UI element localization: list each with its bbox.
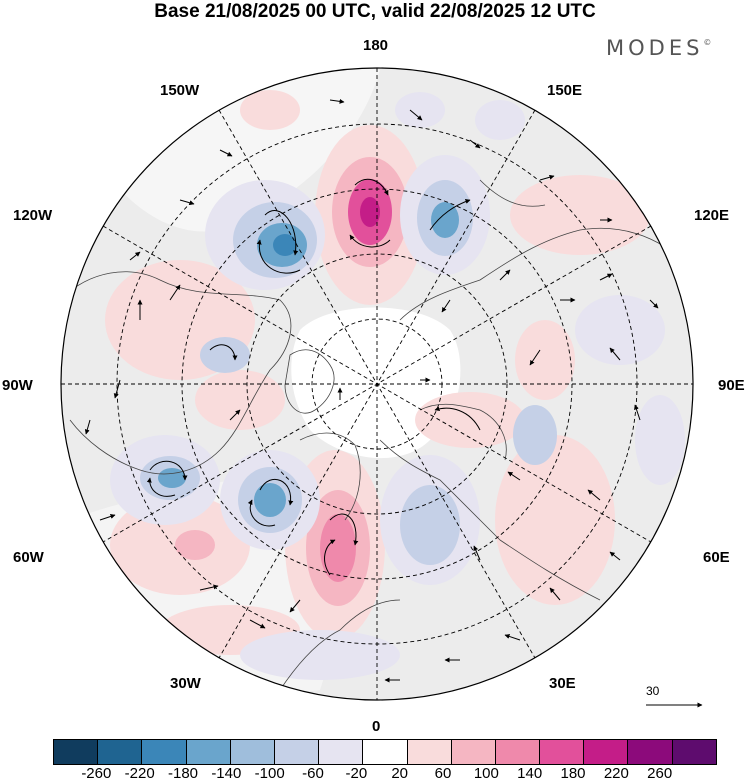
graticule: [61, 68, 693, 700]
colorbar-tick-label: -100: [254, 765, 285, 782]
wind-vectors: [84, 98, 659, 683]
colorbar-ticks: -260 -220 -180 -140 -100 -60 -20 20 60 100 140 180 2…: [53, 765, 703, 783]
colorbar-tick-label: 260: [647, 765, 673, 782]
colorbar-tick-label: 20: [391, 765, 408, 782]
reference-vector-label: 30: [646, 684, 660, 698]
modes-logo: MODES©: [606, 36, 711, 60]
lon-label-180: 180: [363, 37, 389, 54]
colorbar: [53, 739, 717, 765]
colorbar-tick-label: -60: [302, 765, 324, 782]
colorbar-swatch: [362, 740, 407, 764]
colorbar-tick-label: 60: [434, 765, 452, 782]
lon-label-90e: 90E: [718, 377, 745, 394]
lon-label-150e: 150E: [547, 82, 583, 99]
colorbar-swatch: [539, 740, 584, 764]
colorbar-swatch: [450, 740, 495, 764]
copyright-mark: ©: [703, 38, 712, 47]
colorbar-swatch: [671, 740, 716, 764]
colorbar-swatch: [627, 740, 672, 764]
colorbar-tick-label: -20: [345, 765, 368, 782]
lon-label-0: 0: [372, 718, 381, 735]
colorbar-swatch: [229, 740, 274, 764]
lon-label-60w: 60W: [13, 549, 44, 566]
lon-label-150w: 150W: [160, 82, 200, 99]
colorbar-tick-label: -260: [81, 765, 112, 782]
lon-label-60e: 60E: [703, 549, 730, 566]
lon-label-30w: 30W: [170, 675, 201, 692]
colorbar-swatch: [318, 740, 363, 764]
colorbar-tick-label: -140: [211, 765, 242, 782]
colorbar-tick-label: -220: [124, 765, 155, 782]
lon-label-120w: 120W: [13, 207, 53, 224]
colorbar-swatch: [583, 740, 628, 764]
colorbar-swatch: [141, 740, 186, 764]
colorbar-swatch: [97, 740, 142, 764]
colorbar-swatch: [406, 740, 451, 764]
lon-label-30e: 30E: [549, 675, 576, 692]
brand-text: MODES: [606, 36, 704, 60]
coastlines: [61, 179, 671, 691]
colorbar-tick-label: 220: [603, 765, 629, 782]
lon-label-120e: 120E: [694, 207, 730, 224]
colorbar-swatch: [273, 740, 319, 764]
lon-label-90w: 90W: [2, 377, 33, 394]
colorbar-swatch: [54, 740, 98, 764]
colorbar-tick-label: 180: [560, 765, 586, 782]
colorbar-tick-label: 100: [473, 765, 499, 782]
colorbar-swatch: [494, 740, 540, 764]
map-title: Base 21/08/2025 00 UTC, valid 22/08/2025…: [154, 1, 596, 22]
colorbar-swatch: [185, 740, 230, 764]
colorbar-tick-label: -180: [167, 765, 199, 782]
colorbar-tick-label: 140: [517, 765, 543, 782]
